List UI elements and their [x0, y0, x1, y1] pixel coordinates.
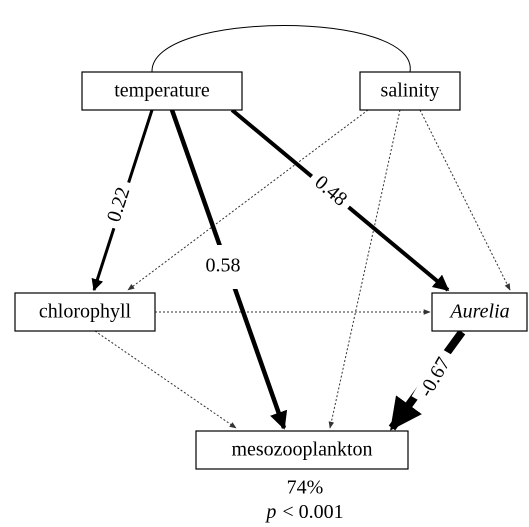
path-arrow: [94, 330, 237, 429]
node-box: [14, 292, 156, 332]
node-label: salinity: [381, 80, 440, 102]
p-symbol: p: [264, 501, 276, 523]
edge-label: 0.58: [206, 255, 241, 277]
label-bg: [101, 178, 139, 232]
node-label: mesozooplankton: [231, 439, 372, 461]
edge-label-group: 0.58: [199, 245, 247, 289]
label-bg: [303, 167, 357, 217]
node-box: [195, 430, 409, 470]
node-label: Aurelia: [448, 301, 509, 323]
node-box: [431, 292, 528, 332]
node-label: temperature: [114, 80, 210, 102]
label-bg: [411, 347, 461, 409]
r-squared: 74%: [287, 477, 324, 499]
label-bg: [199, 245, 247, 289]
p-value: < 0.001: [282, 501, 343, 523]
edge-label-group: -0.67: [411, 347, 461, 409]
edge-label-group: 0.22: [101, 178, 139, 232]
p-value-line: p < 0.001: [264, 501, 343, 523]
node-box: [81, 71, 243, 111]
path-arrow: [127, 109, 369, 291]
correlation-arc: [151, 25, 411, 73]
edge-label: 0.22: [103, 185, 135, 225]
node-box: [359, 71, 461, 111]
path-arrow: [328, 109, 401, 429]
path-arrow: [419, 109, 511, 291]
node-label: chlorophyll: [39, 301, 132, 323]
